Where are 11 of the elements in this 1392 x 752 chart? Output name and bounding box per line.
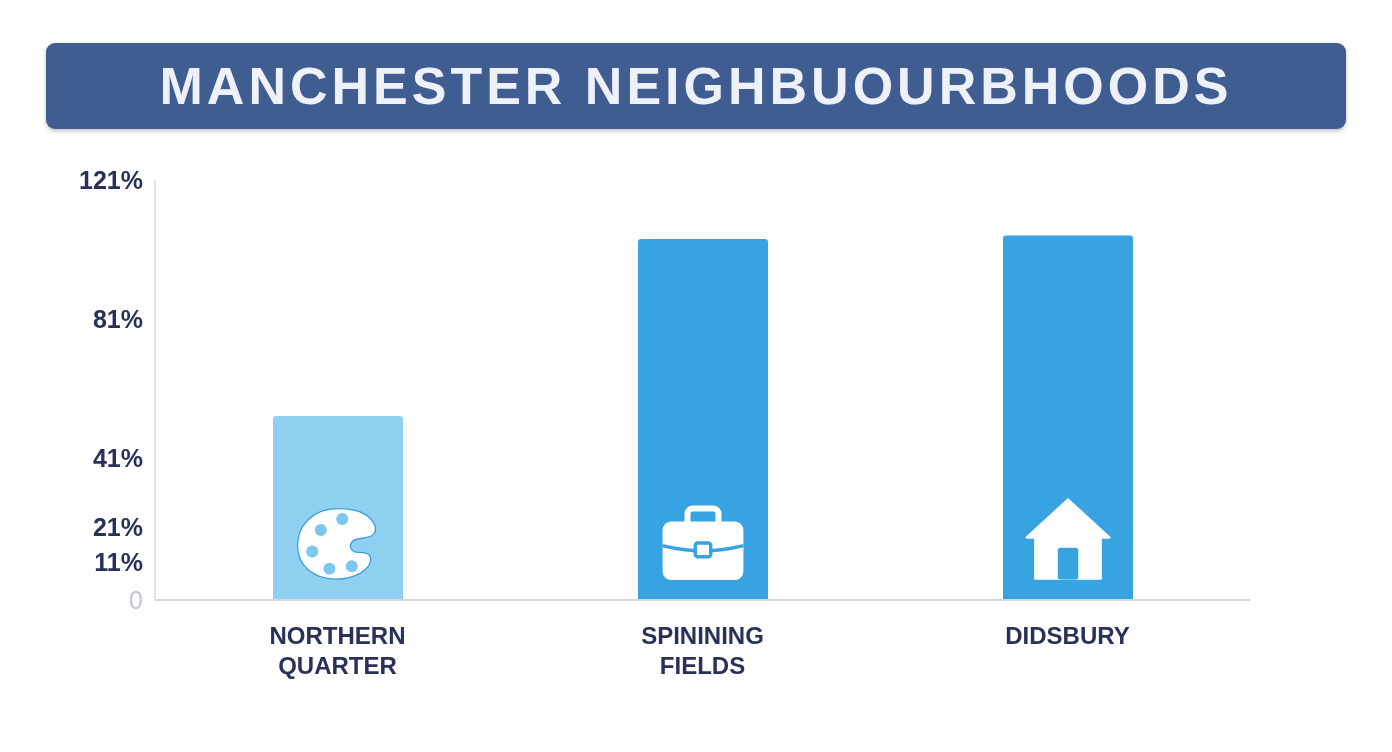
x-tick-label: SPININING FIELDS xyxy=(641,622,764,679)
y-tick-label: 121% xyxy=(79,166,143,194)
y-tick-label: 11% xyxy=(94,547,143,576)
y-tick-label: 0 xyxy=(129,586,143,614)
x-tick-label: DIDSBURY xyxy=(1005,622,1130,649)
y-tick-label: 41% xyxy=(92,443,143,472)
y-tick-label: 21% xyxy=(92,513,143,542)
y-tick-label: 81% xyxy=(92,304,143,333)
chart-title: MANCHESTER NEIGHBUOURBHOODS xyxy=(159,56,1233,116)
bar xyxy=(1003,235,1133,600)
x-tick-label: NORTHERN QUARTER xyxy=(269,622,406,679)
